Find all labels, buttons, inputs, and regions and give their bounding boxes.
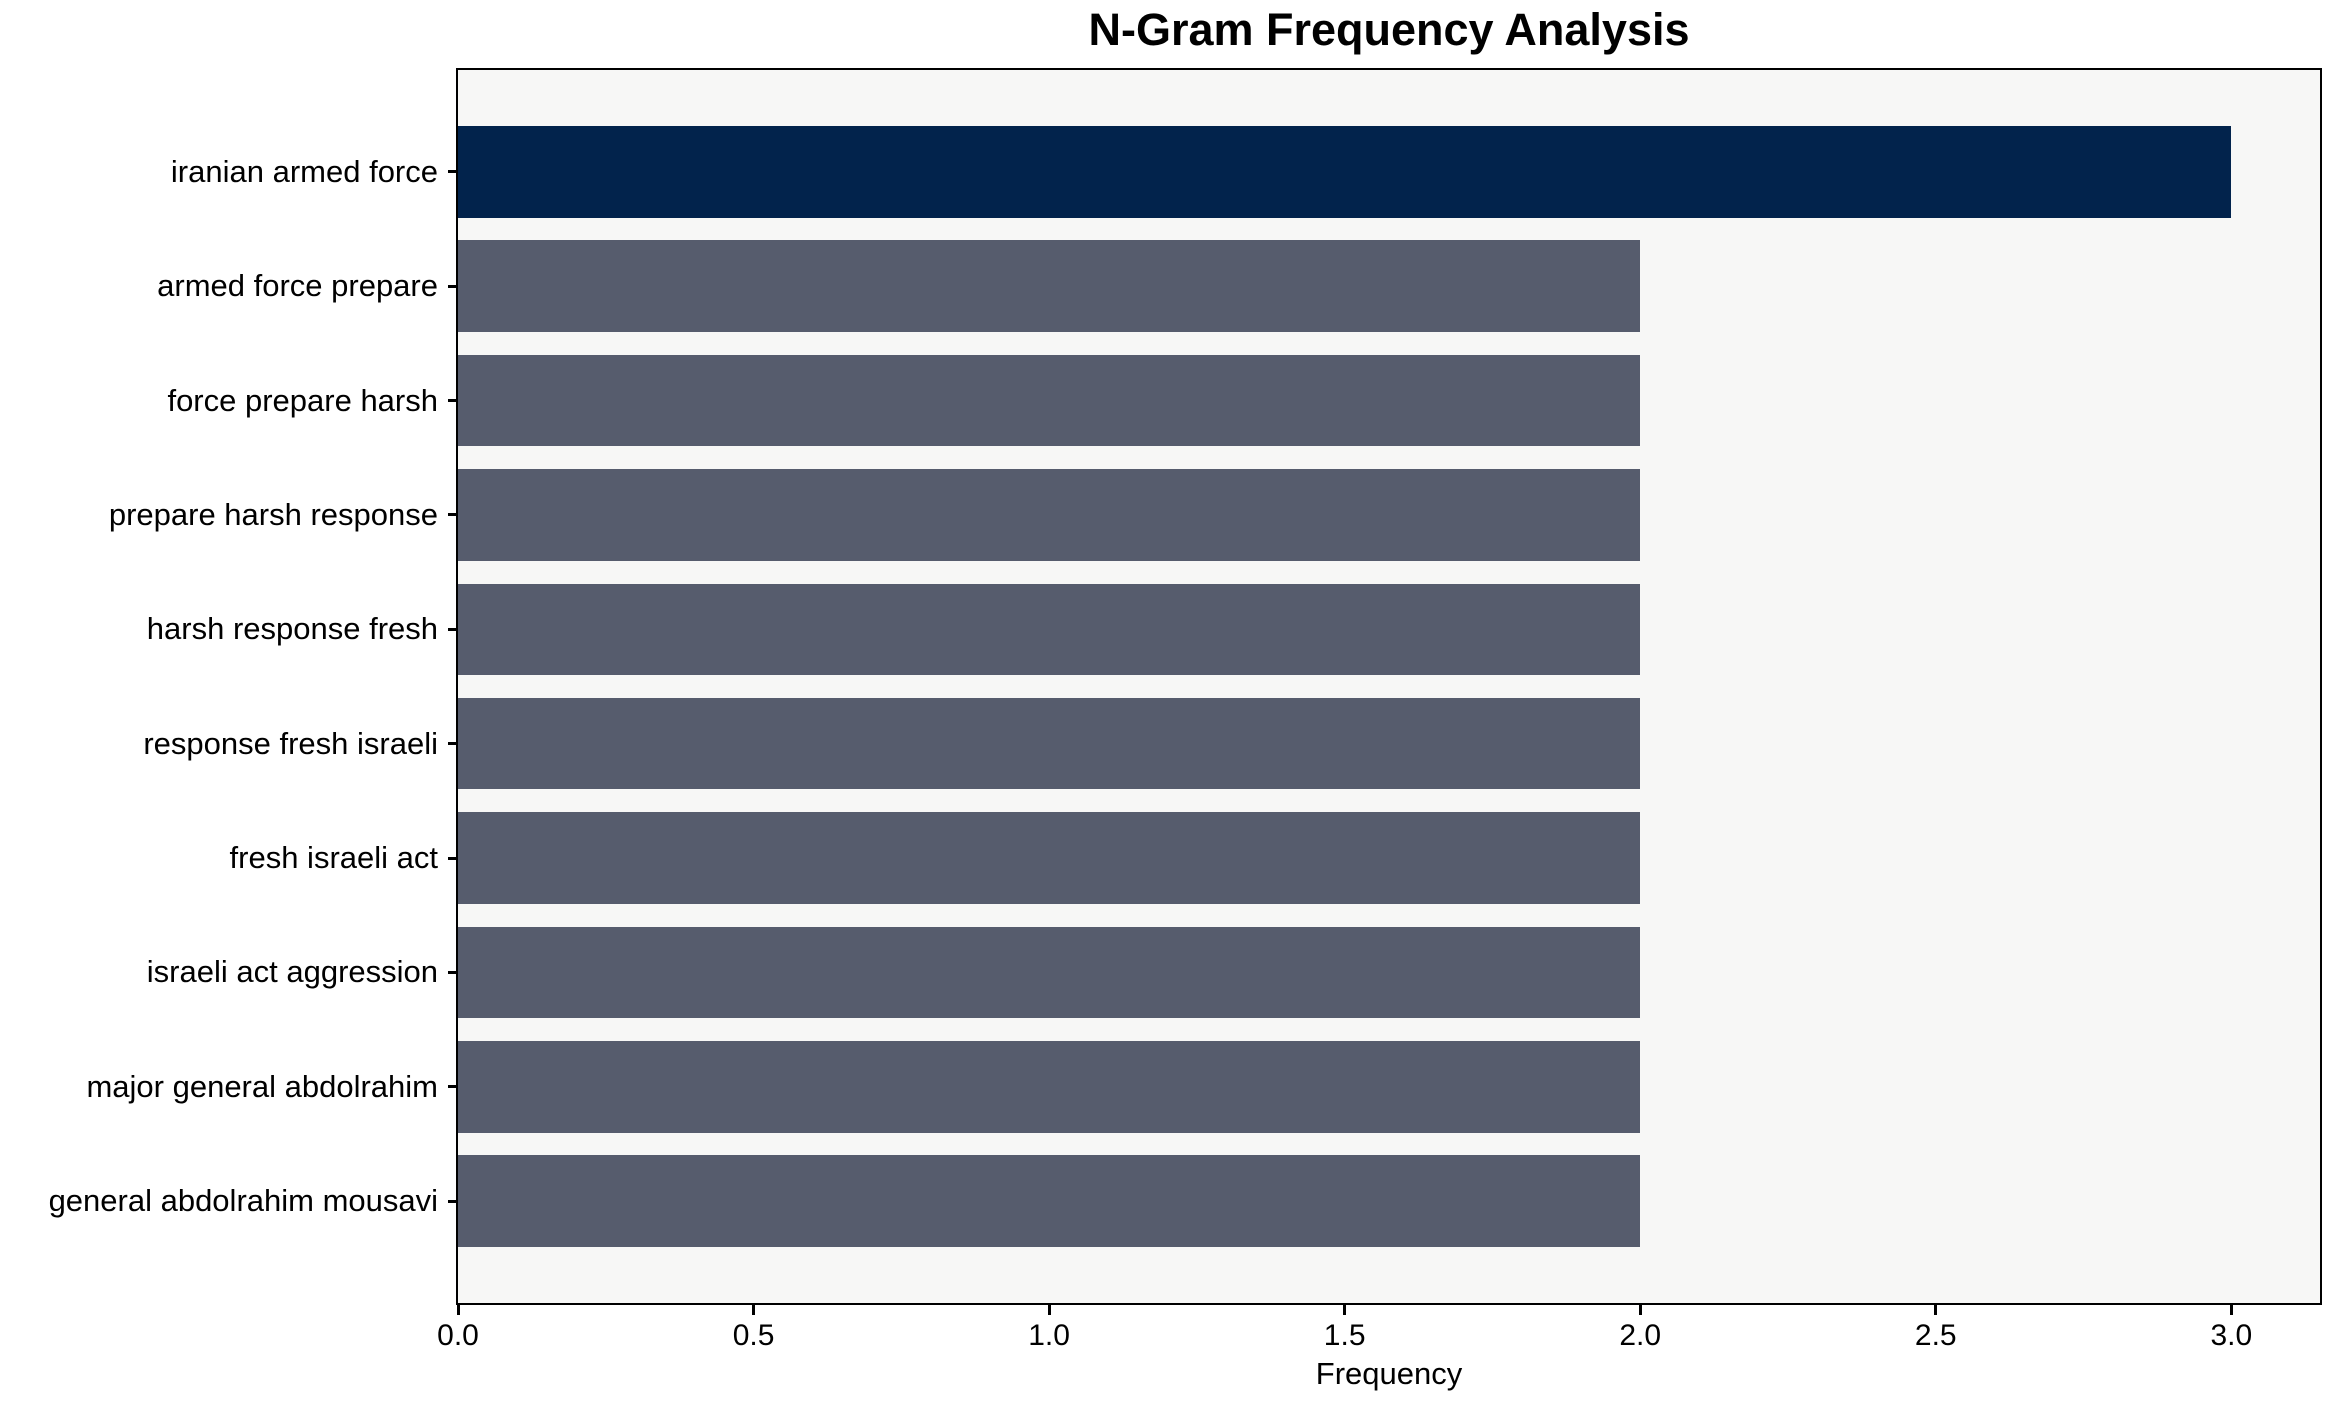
y-tick-label: force prepare harsh: [167, 382, 438, 418]
y-tick-mark: [448, 1199, 458, 1203]
chart-title: N-Gram Frequency Analysis: [1088, 4, 1690, 55]
y-tick-label: major general abdolrahim: [86, 1068, 438, 1104]
x-tick-label: 3.0: [2210, 1319, 2253, 1352]
bar: [458, 697, 1641, 790]
x-tick-label: 2.5: [1914, 1319, 1957, 1352]
bar: [458, 354, 1641, 447]
bar: [458, 469, 1641, 561]
y-tick-mark: [448, 1085, 458, 1089]
y-tick-label: armed force prepare: [157, 268, 438, 304]
bar: [458, 926, 1641, 1019]
y-tick-label: harsh response fresh: [146, 611, 438, 647]
y-tick-label: response fresh israeli: [143, 725, 438, 761]
y-tick-mark: [448, 970, 458, 974]
x-axis-title: Frequency: [1315, 1356, 1463, 1391]
y-tick-mark: [448, 170, 458, 174]
y-axis-labels: iranian armed force armed force prepare fo…: [0, 70, 438, 1303]
bar: [458, 1155, 1641, 1247]
y-tick-mark: [448, 284, 458, 288]
x-tick-mark: [752, 1305, 756, 1315]
x-axis-ticks: 0.0 0.5 1.0 1.5 2.0 2.5 3.0: [437, 1303, 2320, 1413]
y-tick-mark: [448, 399, 458, 403]
y-tick-label: israeli act aggression: [146, 954, 438, 990]
y-tick-mark: [448, 856, 458, 860]
y-tick-mark: [448, 513, 458, 517]
x-tick-mark: [1047, 1305, 1051, 1315]
bar: [458, 812, 1641, 904]
x-tick-mark: [2229, 1305, 2233, 1315]
bar: [458, 583, 1641, 676]
bars-layer: [458, 70, 2320, 1303]
x-tick-mark: [1934, 1305, 1938, 1315]
y-tick-mark: [448, 742, 458, 746]
x-tick-mark: [1343, 1305, 1347, 1315]
y-tick-label: fresh israeli act: [229, 840, 438, 876]
y-tick-label: general abdolrahim mousavi: [48, 1183, 438, 1219]
bar: [458, 1041, 1641, 1133]
bar: [458, 126, 2232, 218]
x-tick-label: 0.0: [437, 1319, 479, 1352]
x-tick-mark: [456, 1305, 460, 1315]
x-tick-mark: [1638, 1305, 1642, 1315]
x-tick-label: 0.5: [732, 1319, 775, 1352]
x-tick-label: 1.5: [1323, 1319, 1366, 1352]
y-tick-label: iranian armed force: [170, 153, 438, 189]
x-tick-label: 1.0: [1028, 1319, 1070, 1352]
bar: [458, 240, 1641, 332]
x-tick-label: 2.0: [1619, 1319, 1662, 1352]
y-tick-label: prepare harsh response: [108, 496, 438, 532]
y-tick-mark: [448, 627, 458, 631]
